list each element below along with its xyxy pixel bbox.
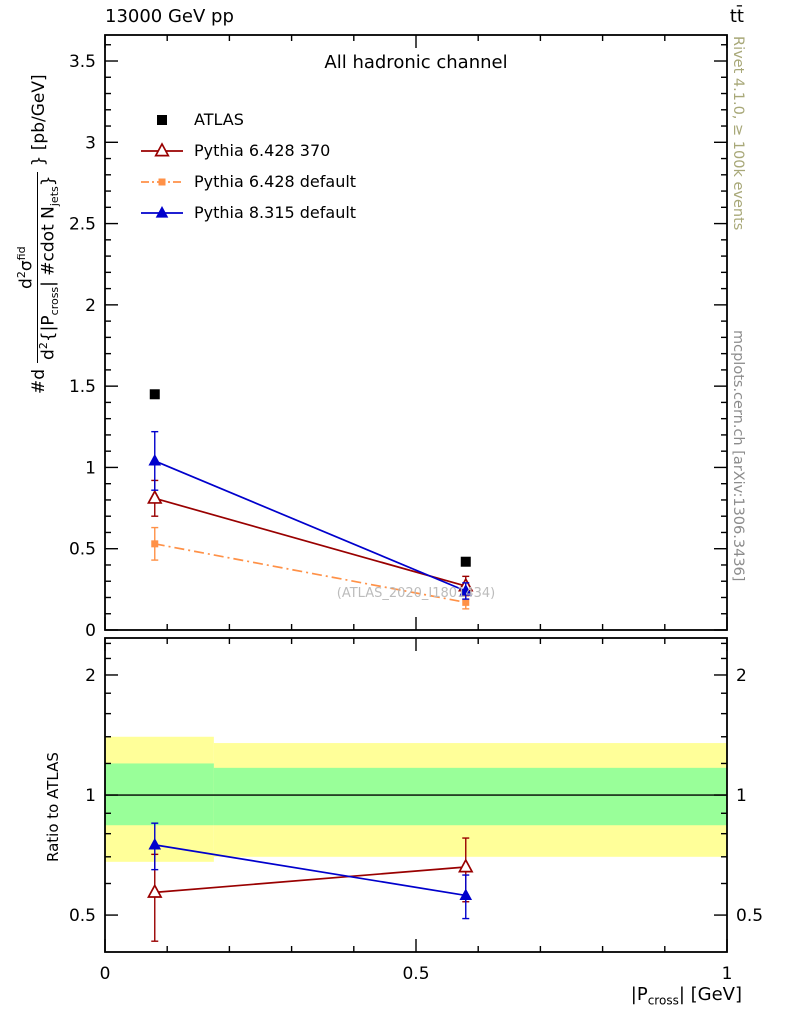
- ylabel-prefix: #d: [28, 368, 49, 394]
- ratio-plot-group: 0.5 0.5 1 1 2 2 0 0.5 1: [69, 637, 763, 984]
- svg-text:1: 1: [722, 964, 733, 984]
- legend-marker-atlas: [157, 114, 167, 125]
- legend-item-pythia-6-428-default: Pythia 6.428 default: [140, 166, 356, 197]
- beam-energy-label: 13000 GeV pp: [105, 6, 234, 27]
- series-pythia-6-428-default: [151, 526, 470, 610]
- ylabel-denominator: d2{|Pcross| #cdot Njets}: [37, 172, 62, 363]
- svg-text:0.5: 0.5: [402, 964, 429, 984]
- svg-text:1: 1: [736, 786, 747, 806]
- y-axis-label-ratio: Ratio to ATLAS: [44, 752, 62, 862]
- legend-label-pythia-6-428-370: Pythia 6.428 370: [194, 141, 331, 160]
- series-pythia-8-315-default: [148, 822, 473, 920]
- svg-text:0.5: 0.5: [69, 906, 96, 926]
- series-pythia-6-428-370: [147, 479, 474, 597]
- ylabel-numerator: d2σfid: [15, 246, 37, 289]
- svg-text:2: 2: [85, 666, 96, 686]
- legend: ATLAS Pythia 6.428 370 Pythia 6.428 defaul…: [140, 104, 356, 228]
- ylabel-fraction: d2σfid d2{|Pcross| #cdot Njets}: [15, 172, 62, 363]
- series-pythia-8-315-default: [148, 430, 473, 600]
- legend-label-pythia-8-315-default: Pythia 8.315 default: [194, 203, 357, 222]
- svg-text:1.5: 1.5: [69, 377, 96, 397]
- ratio-ticks: 0.5 0.5 1 1 2 2 0 0.5 1: [69, 638, 763, 984]
- x-axis-label: |Pcross| [GeV]: [630, 984, 742, 1008]
- ylabel-suffix: } [pb/GeV]: [28, 74, 49, 167]
- process-label: tt̄: [729, 6, 744, 27]
- legend-marker-pythia-6-428-default: [141, 178, 183, 185]
- uncertainty-band-inner: [213, 767, 728, 826]
- legend-item-pythia-8-315-default: Pythia 8.315 default: [140, 197, 356, 228]
- svg-text:0.5: 0.5: [69, 540, 96, 560]
- main-plot-group: 0 0.5 1 1.5 2 2.5 3 3.5: [69, 34, 728, 641]
- series-atlas: [149, 389, 471, 567]
- legend-marker-pythia-8-315-default: [141, 205, 183, 218]
- legend-label-atlas: ATLAS: [194, 110, 244, 129]
- legend-item-pythia-6-428-370: Pythia 6.428 370: [140, 135, 356, 166]
- svg-text:3.5: 3.5: [69, 52, 96, 72]
- svg-text:0: 0: [85, 621, 96, 641]
- mcplots-credit-label: mcplots.cern.ch [arXiv:1306.3436]: [730, 330, 746, 582]
- plot-title: All hadronic channel: [324, 52, 508, 73]
- legend-label-pythia-6-428-default: Pythia 6.428 default: [194, 172, 357, 191]
- svg-text:2.5: 2.5: [69, 215, 96, 235]
- svg-text:0: 0: [100, 964, 111, 984]
- svg-text:0.5: 0.5: [736, 906, 763, 926]
- svg-text:2: 2: [736, 666, 747, 686]
- svg-text:1: 1: [85, 458, 96, 478]
- y-axis-label-main: #d d2σfid d2{|Pcross| #cdot Njets} } [pb…: [15, 74, 62, 394]
- legend-item-atlas: ATLAS: [140, 104, 356, 135]
- rivet-version-label: Rivet 4.1.0, ≥ 100k events: [730, 36, 746, 231]
- legend-marker-pythia-6-428-370: [141, 141, 183, 156]
- watermark: (ATLAS_2020_I1801434): [336, 586, 496, 601]
- svg-text:3: 3: [85, 133, 96, 153]
- svg-text:2: 2: [85, 296, 96, 316]
- main-ticks: 0 0.5 1 1.5 2 2.5 3 3.5: [69, 35, 728, 641]
- svg-text:1: 1: [85, 786, 96, 806]
